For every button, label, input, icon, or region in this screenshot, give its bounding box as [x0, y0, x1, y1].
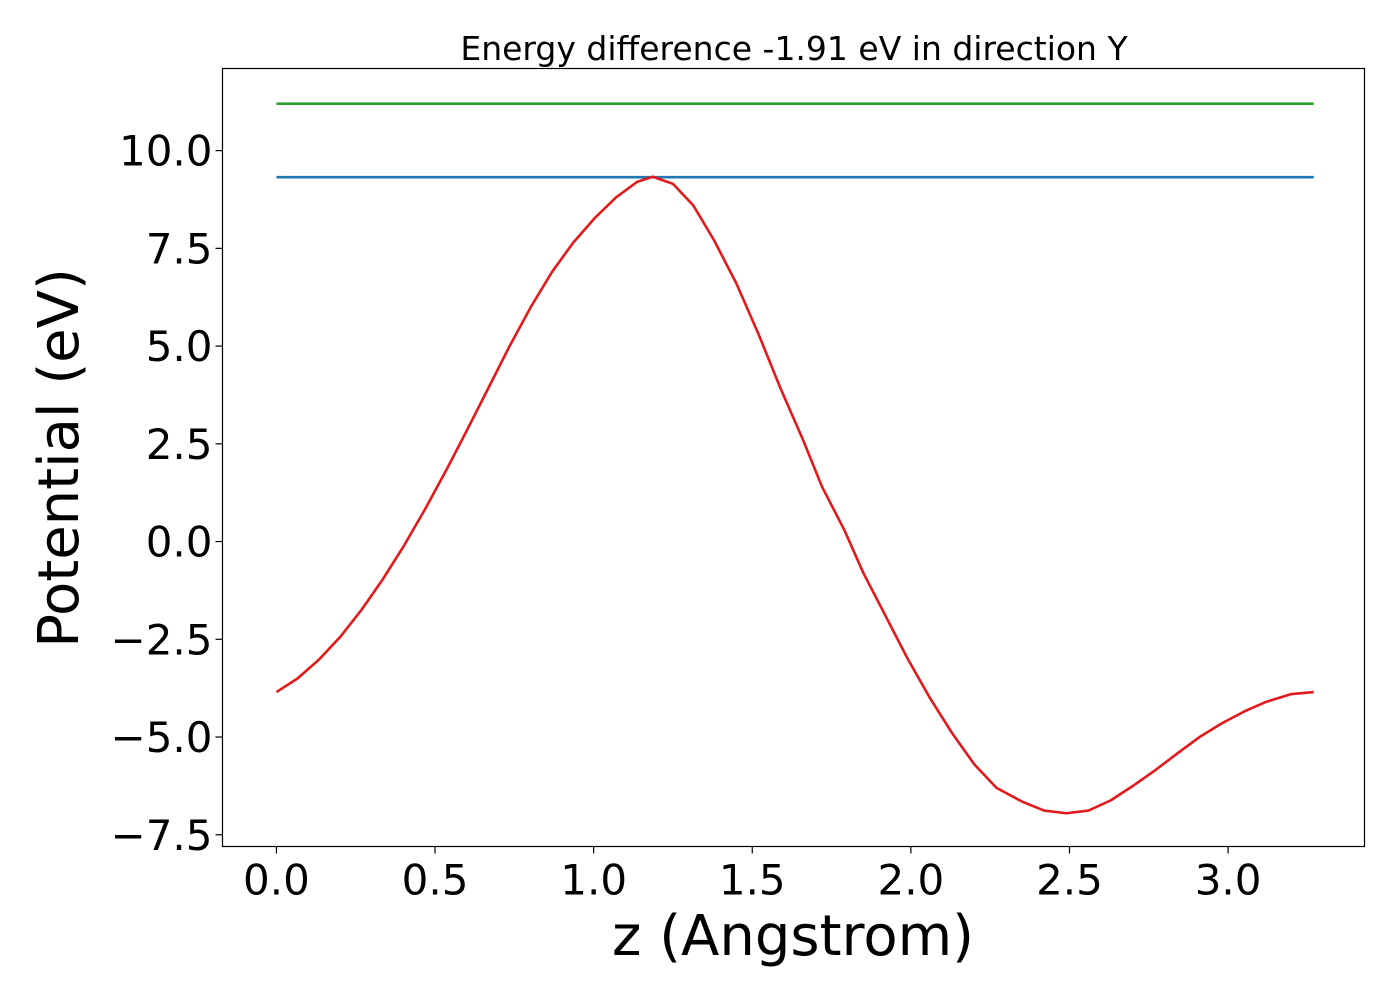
y-tick-label: 5.0: [146, 322, 213, 371]
y-tick-label: −7.5: [111, 811, 213, 860]
x-tick-label: 2.0: [877, 856, 944, 905]
x-tick-label: 0.0: [243, 856, 310, 905]
x-tick-label: 1.0: [560, 856, 627, 905]
plot-frame: [221, 67, 1366, 848]
y-tick-label: −2.5: [111, 615, 213, 664]
x-tick-label: 0.5: [402, 856, 469, 905]
x-axis-ticks: 0.0 0.5 1.0 1.5 2.0 2.5 3.0: [243, 846, 1262, 905]
series-line-3: [275, 175, 1314, 815]
x-axis-label: z (Angstrom): [612, 904, 974, 969]
x-tick-label: 2.5: [1036, 856, 1103, 905]
y-tick-label: 7.5: [146, 224, 213, 273]
y-tick-label: −5.0: [111, 713, 213, 762]
x-tick-label: 1.5: [719, 856, 786, 905]
y-tick-label: 0.0: [146, 518, 213, 567]
y-axis-label: Potential (eV): [27, 268, 92, 648]
chart-title: Energy difference -1.91 eV in direction …: [460, 29, 1128, 68]
series-layer: [275, 102, 1314, 815]
x-tick-label: 3.0: [1195, 856, 1262, 905]
y-tick-label: 10.0: [119, 127, 213, 176]
y-axis-ticks: 10.0 7.5 5.0 2.5 0.0 −2.5 −5.0 −7.5: [111, 127, 223, 860]
y-tick-label: 2.5: [146, 420, 213, 469]
